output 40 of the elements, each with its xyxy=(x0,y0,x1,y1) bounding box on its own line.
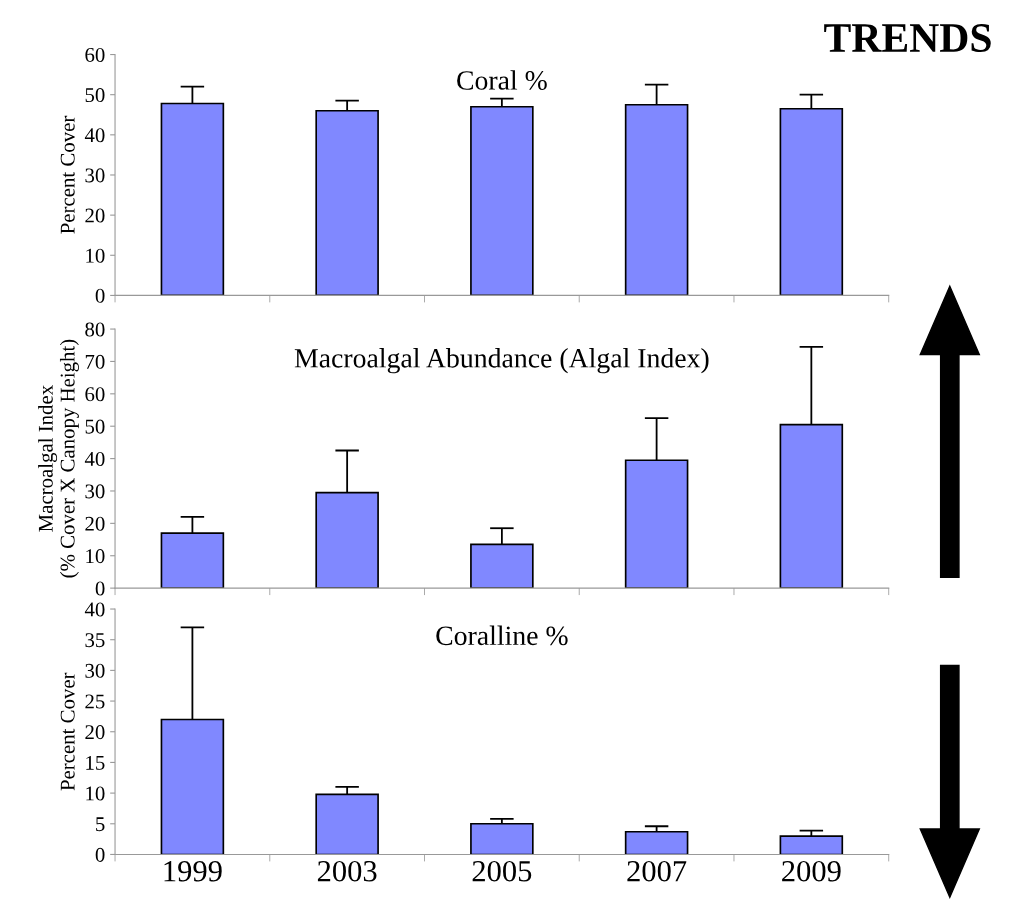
y-tick-label: 10 xyxy=(86,549,105,564)
y-tick-label: 50 xyxy=(85,88,105,103)
y-tick-label: 20 xyxy=(85,516,105,531)
y-tick-label: 40 xyxy=(84,128,105,143)
y-tick-label: 0 xyxy=(95,288,105,303)
y-tick-label: 50 xyxy=(85,419,105,434)
bar xyxy=(470,822,534,855)
x-tick-label: 2003 xyxy=(317,860,377,882)
y-tick-label: 0 xyxy=(95,847,105,862)
chart-title: Coralline % xyxy=(436,625,568,646)
y-tick-label: 40 xyxy=(84,602,105,617)
y-axis-title: Macroalgal Index (% Cover X Canopy Height) xyxy=(38,339,79,578)
y-tick-label: 10 xyxy=(86,248,105,263)
y-tick-label: 20 xyxy=(85,725,105,740)
y-tick-label: 5 xyxy=(96,817,105,832)
y-tick-label: 40 xyxy=(84,451,105,467)
text: TRENDS xyxy=(824,24,991,53)
y-tick-label: 35 xyxy=(85,633,105,648)
x-tick-label: 2007 xyxy=(627,860,687,882)
y-tick-label: 80 xyxy=(85,322,105,337)
x-tick-label: 1999 xyxy=(164,860,222,882)
y-tick-label: 60 xyxy=(85,387,105,402)
x-tick-label: 2005 xyxy=(472,860,532,882)
y-tick-label: 20 xyxy=(85,208,105,223)
y-tick-label: 30 xyxy=(85,484,105,499)
y-tick-label: 30 xyxy=(85,663,105,678)
bar xyxy=(779,835,844,855)
chart-title: Coral % xyxy=(457,70,547,90)
y-tick-label: 15 xyxy=(86,755,105,770)
y-tick-label: 0 xyxy=(95,581,105,596)
y-tick-label: 10 xyxy=(86,786,105,801)
x-tick-label: 2009 xyxy=(782,860,841,882)
y-tick-label: 25 xyxy=(85,694,105,709)
y-axis-title: Percent Cover xyxy=(60,672,75,791)
y-tick-label: 70 xyxy=(85,354,105,369)
y-tick-label: 60 xyxy=(85,47,105,62)
y-tick-label: 30 xyxy=(85,168,105,183)
text: Macroalgal Abundance (Algal Index) xyxy=(294,348,709,374)
y-axis-title: Percent Cover xyxy=(60,115,75,234)
bar xyxy=(624,830,689,855)
